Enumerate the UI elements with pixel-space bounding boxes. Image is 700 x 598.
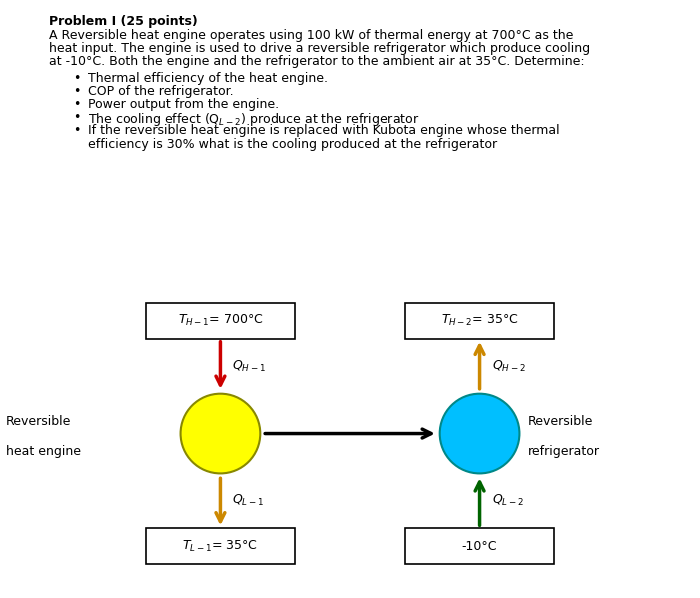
- Text: •: •: [74, 111, 81, 124]
- Circle shape: [181, 393, 260, 474]
- FancyBboxPatch shape: [146, 303, 295, 339]
- FancyBboxPatch shape: [405, 528, 554, 564]
- Text: refrigerator: refrigerator: [527, 445, 599, 458]
- Text: $T_{L-1}$= 35°C: $T_{L-1}$= 35°C: [183, 539, 258, 554]
- Text: Thermal efficiency of the heat engine.: Thermal efficiency of the heat engine.: [88, 72, 328, 85]
- Text: heat input. The engine is used to drive a reversible refrigerator which produce : heat input. The engine is used to drive …: [49, 42, 590, 55]
- Text: Reversible: Reversible: [527, 415, 593, 428]
- Text: The cooling effect (Q$_{L-2}$) produce at the refrigerator: The cooling effect (Q$_{L-2}$) produce a…: [88, 111, 419, 128]
- Text: $Q_{H-2}$: $Q_{H-2}$: [491, 359, 525, 374]
- Text: If the reversible heat engine is replaced with Kubota engine whose thermal: If the reversible heat engine is replace…: [88, 124, 559, 138]
- Text: $Q_{L-1}$: $Q_{L-1}$: [232, 493, 265, 508]
- Text: A Reversible heat engine operates using 100 kW of thermal energy at 700°C as the: A Reversible heat engine operates using …: [49, 29, 573, 42]
- Text: at -10°C. Both the engine and the refrigerator to the ambient air at 35°C. Deter: at -10°C. Both the engine and the refrig…: [49, 55, 584, 68]
- Text: •: •: [74, 85, 81, 98]
- Text: -10°C: -10°C: [462, 539, 497, 553]
- Text: $T_{H-1}$= 700°C: $T_{H-1}$= 700°C: [178, 313, 263, 328]
- Text: •: •: [74, 124, 81, 138]
- Text: •: •: [74, 98, 81, 111]
- Circle shape: [440, 393, 519, 474]
- FancyBboxPatch shape: [405, 303, 554, 339]
- FancyBboxPatch shape: [146, 528, 295, 564]
- Text: Power output from the engine.: Power output from the engine.: [88, 98, 279, 111]
- Text: heat engine: heat engine: [6, 445, 81, 458]
- Text: Problem I (25 points): Problem I (25 points): [49, 15, 197, 28]
- Text: $T_{H-2}$= 35°C: $T_{H-2}$= 35°C: [441, 313, 519, 328]
- Text: •: •: [74, 72, 81, 85]
- Text: $Q_{H-1}$: $Q_{H-1}$: [232, 359, 266, 374]
- Text: efficiency is 30% what is the cooling produced at the refrigerator: efficiency is 30% what is the cooling pr…: [88, 138, 496, 151]
- Text: Reversible: Reversible: [6, 415, 71, 428]
- Text: $Q_{L-2}$: $Q_{L-2}$: [491, 493, 524, 508]
- Text: COP of the refrigerator.: COP of the refrigerator.: [88, 85, 233, 98]
